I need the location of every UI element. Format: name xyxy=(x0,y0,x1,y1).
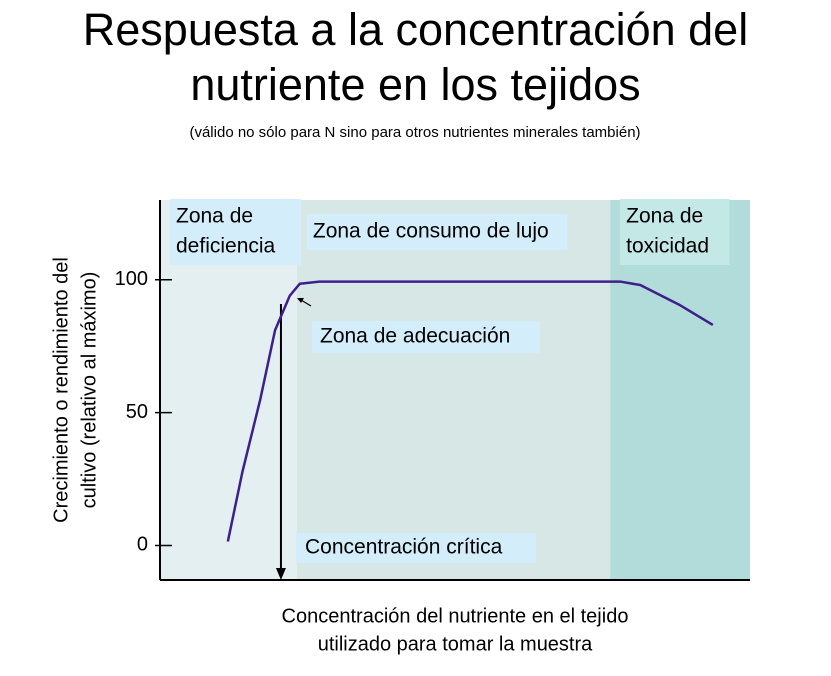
x-axis-label: Concentración del nutriente en el tejido xyxy=(282,605,629,627)
y-axis-label: cultivo (relativo al máximo) xyxy=(78,272,100,509)
zone xyxy=(296,200,611,580)
zone-label-box xyxy=(306,214,568,250)
y-tick-label: 0 xyxy=(137,534,148,556)
chart-subtitle: (válido no sólo para N sino para otros n… xyxy=(189,124,640,141)
chart-title: Respuesta a la concentración del nutrien… xyxy=(82,4,749,110)
critical-arrowhead xyxy=(275,568,286,580)
zone-label-box xyxy=(170,199,301,265)
annotation-box xyxy=(296,533,536,563)
y-tick-label: 100 xyxy=(115,268,148,290)
zone-label: Zona de xyxy=(176,205,253,228)
zone-label: Zona de xyxy=(626,205,703,228)
adequacy-arrow xyxy=(300,299,312,307)
zone-label-box xyxy=(620,199,730,265)
zone-label: deficiencia xyxy=(176,235,276,258)
annotation-box xyxy=(312,321,540,353)
y-tick-label: 50 xyxy=(126,401,148,423)
response-curve xyxy=(226,280,714,542)
adequacy-label: Zona de adecuación xyxy=(320,325,510,348)
adequacy-arrowhead xyxy=(297,298,304,303)
zone-label: Zona de consumo de lujo xyxy=(313,220,549,243)
zone-label: toxicidad xyxy=(626,235,709,258)
y-axis-label: Crecimiento o rendimiento del xyxy=(50,257,72,523)
critical-label: Concentración crítica xyxy=(305,536,503,559)
x-axis-label: utilizado para tomar la muestra xyxy=(318,633,593,655)
